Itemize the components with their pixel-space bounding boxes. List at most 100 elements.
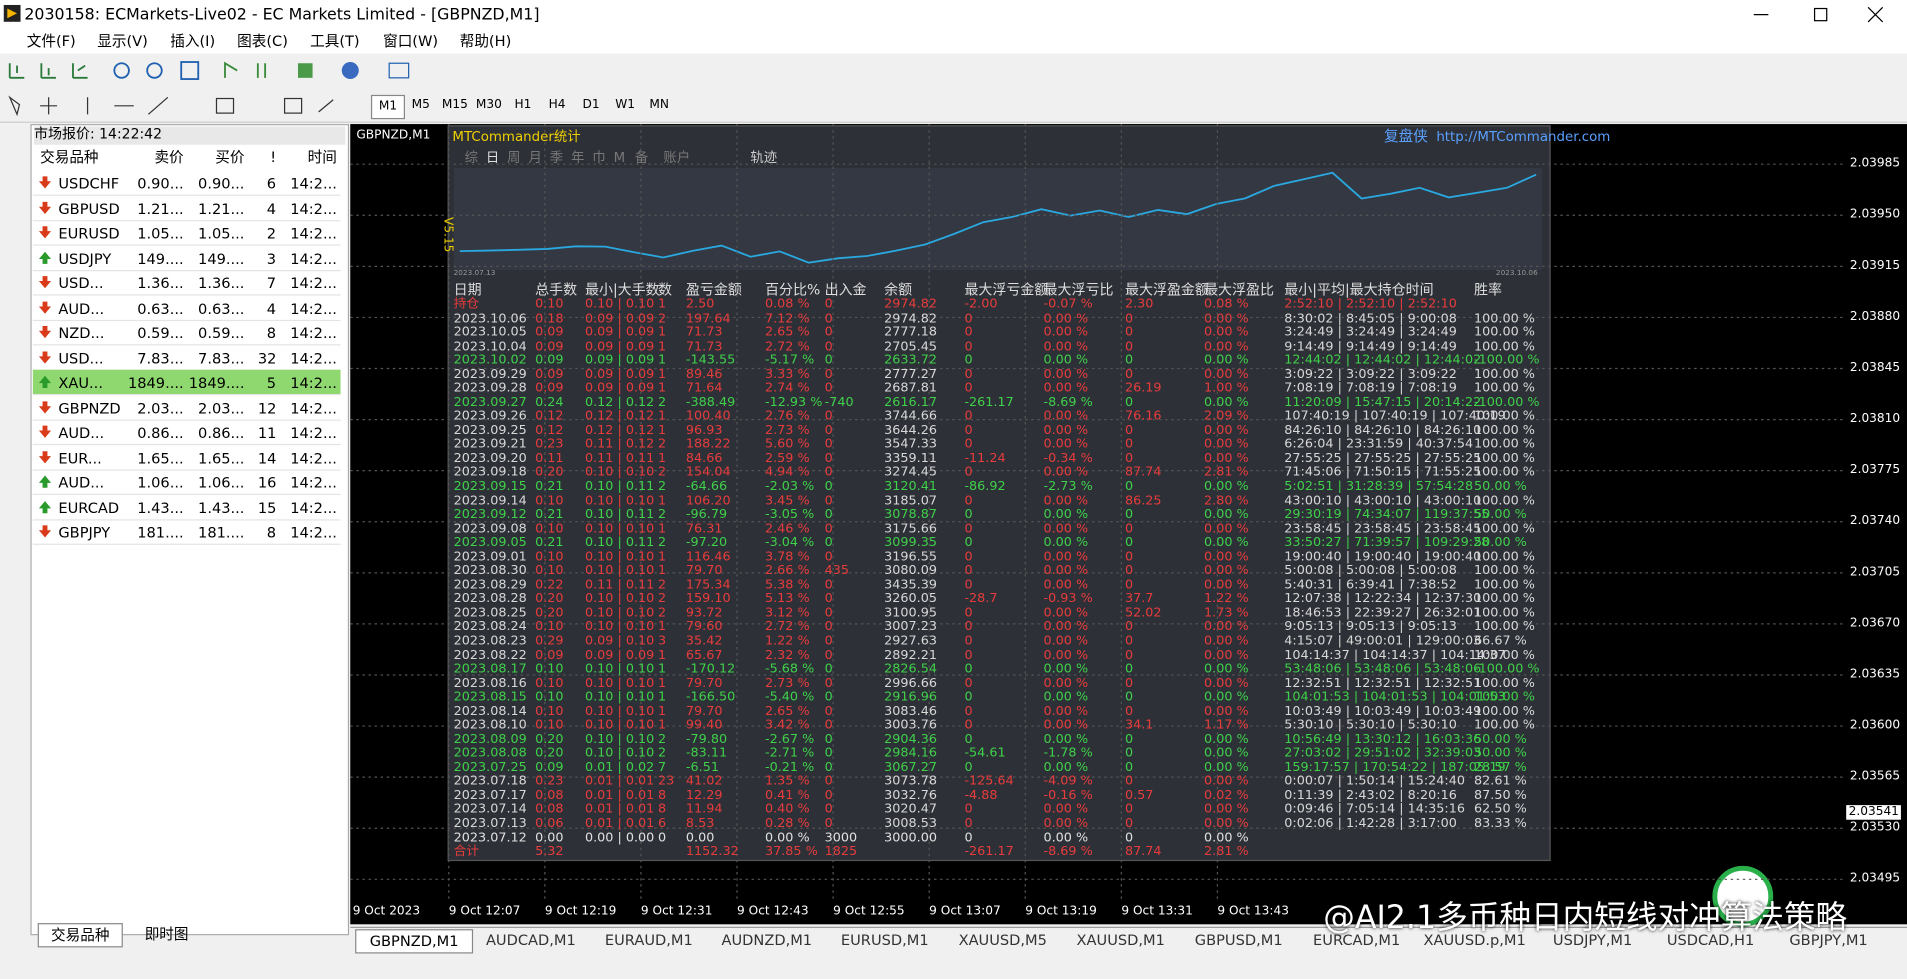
quote-cell: 1.36... (198, 276, 245, 291)
stats-cell: 0.00 % (1204, 521, 1249, 536)
stats-cell: 0:11:39 | 2:43:02 | 8:20:16 (1284, 787, 1457, 803)
stats-cell: 159.10 (685, 591, 731, 607)
stats-tab[interactable]: 日 (485, 149, 500, 166)
chart-tab[interactable]: GBPUSD,M1 (1194, 931, 1283, 949)
panel-tab[interactable]: 即时图 (144, 925, 189, 943)
stats-tab[interactable]: 月 (528, 149, 542, 166)
stats-cell: 1 (657, 717, 667, 733)
window-controls[interactable] (1739, 5, 1897, 24)
stats-cell: 0 (824, 366, 833, 382)
timeframe-button[interactable]: MN (649, 98, 669, 112)
stats-track[interactable]: 轨迹 (750, 149, 778, 166)
timeframe-button[interactable]: D1 (582, 98, 600, 112)
stats-cell: 0.20 (535, 465, 564, 480)
timeframe-button[interactable]: M15 (441, 98, 468, 112)
stats-cell: 0.09 | 0.09 (584, 380, 655, 396)
stats-cell: 1.17 % (1204, 717, 1249, 733)
stats-cell: 0.40 % (764, 802, 810, 817)
stats-cell: 104:01:53 | 104:01:53 | 104:01:53 (1284, 689, 1506, 705)
quote-cell: 5 (266, 375, 277, 391)
stats-cell: 0 (1124, 324, 1134, 340)
stats-cell: -100.00 % (1474, 661, 1540, 677)
stats-cell: 0.00 % (1043, 731, 1089, 747)
menu-item[interactable]: 工具(T) (310, 32, 360, 50)
stats-column-header: 数 (657, 280, 672, 298)
menu-item[interactable]: 文件(F) (26, 32, 76, 50)
stats-cell: 100.00 % (1474, 521, 1535, 536)
stats-cell: 2916.96 (884, 689, 937, 705)
stats-title: MTCommander统计 (452, 128, 581, 145)
stats-cell: 19:00:40 | 19:00:40 | 19:00:40 (1284, 549, 1482, 564)
menu-item[interactable]: 窗口(W) (383, 32, 439, 50)
chart-tab[interactable]: EURCAD,M1 (1313, 931, 1401, 949)
timeframe-button[interactable]: M5 (411, 98, 430, 112)
chart-tab[interactable]: USDJPY,M1 (1552, 931, 1633, 949)
row-line (32, 394, 341, 396)
stats-cell: 2023.08.29 (453, 577, 527, 593)
timeframe-button[interactable]: H4 (548, 98, 566, 112)
quote-cell: EUR... (58, 449, 102, 467)
stats-cell: 0 (1124, 366, 1134, 382)
stats-cell: 79.60 (685, 619, 723, 635)
stats-cell: 2.72 % (764, 338, 810, 354)
stats-tab[interactable]: 年 (571, 149, 585, 166)
stats-tab[interactable]: 账户 (663, 149, 691, 166)
stats-cell: 71.73 (685, 338, 723, 354)
stats-cell: 116.46 (685, 549, 731, 564)
menu-item[interactable]: 帮助(H) (459, 32, 512, 50)
stats-cell: 1 (657, 703, 667, 719)
quote-cell: 0.90... (198, 176, 245, 191)
stats-cell: 5.60 % (764, 437, 810, 452)
stats-column-header: 最大浮盈比 (1204, 280, 1274, 298)
stats-cell: 23 (657, 773, 675, 789)
stats-cell: 71:45:06 | 71:50:15 | 71:55:25 (1284, 465, 1482, 480)
menu-item[interactable]: 显示(V) (97, 32, 148, 50)
stats-cell: 26.19 (1124, 380, 1162, 396)
stats-cell: 3:09:22 | 3:09:22 | 3:09:22 (1284, 366, 1457, 382)
chart-tab[interactable]: GBPNZD,M1 (355, 929, 474, 954)
price-label: 2.03810 (1849, 412, 1901, 426)
stats-cell: 0 (824, 619, 833, 635)
chart-tab[interactable]: AUDNZD,M1 (721, 931, 813, 949)
quote-cell: 7.83... (198, 350, 245, 366)
stats-cell: 0.09 (535, 338, 564, 354)
stats-tab[interactable]: 巾 (592, 149, 606, 166)
stats-tab[interactable]: 备 (634, 149, 649, 166)
stats-url[interactable]: http://MTCommander.com (1436, 128, 1611, 145)
stats-cell: 2023.09.21 (453, 437, 527, 452)
quote-cell: 14:2... (290, 375, 337, 391)
stats-tab[interactable]: 综 (464, 149, 478, 166)
stats-cell: 100.00 % (1474, 465, 1535, 480)
stats-cell: -5.40 % (764, 689, 815, 705)
chart-tab[interactable]: GBPJPY,M1 (1789, 931, 1868, 949)
stats-cell: 0.09 | 0.09 (584, 352, 655, 368)
chart-tab[interactable]: USDCAD,H1 (1666, 931, 1755, 949)
timeframe-button[interactable]: W1 (615, 98, 636, 112)
stats-cell: 0 (964, 352, 973, 368)
chart-tab[interactable]: EURUSD,M1 (840, 931, 929, 949)
stats-cell: 0.09 | 0.09 (584, 647, 655, 663)
stats-cell: 0 (657, 830, 667, 845)
stats-cell: 66.67 % (1474, 633, 1527, 649)
chart-tab[interactable]: XAUUSD,M5 (958, 931, 1047, 949)
chart-tab[interactable]: XAUUSD.p,M1 (1423, 931, 1526, 949)
chart-tab[interactable]: EURAUD,M1 (604, 931, 693, 949)
stats-cell: 1.00 % (1204, 380, 1249, 396)
stats-cell: -100.00 % (1474, 394, 1540, 410)
menu-item[interactable]: 插入(I) (170, 32, 216, 50)
chart-tab[interactable]: AUDCAD,M1 (485, 931, 576, 949)
timeframe-button[interactable]: H1 (514, 98, 532, 112)
stats-tab[interactable]: 周 (507, 149, 521, 166)
stats-tab[interactable]: 季 (549, 149, 564, 166)
timeframe-button[interactable]: M30 (475, 98, 502, 112)
stats-tab[interactable]: M (613, 149, 626, 166)
timeframe-button[interactable]: M1 (370, 94, 405, 120)
arrow (38, 450, 52, 463)
menu-item[interactable]: 图表(C) (237, 32, 288, 50)
chart-tab[interactable]: XAUUSD,M1 (1076, 931, 1165, 949)
quote-cell: 0.90... (137, 176, 184, 191)
stats-cell: 2 (657, 577, 667, 593)
stats-cell: 2927.63 (884, 633, 937, 649)
panel-tab[interactable]: 交易品种 (37, 923, 123, 948)
stats-cell: 3:24:49 | 3:24:49 | 3:24:49 (1284, 324, 1457, 340)
